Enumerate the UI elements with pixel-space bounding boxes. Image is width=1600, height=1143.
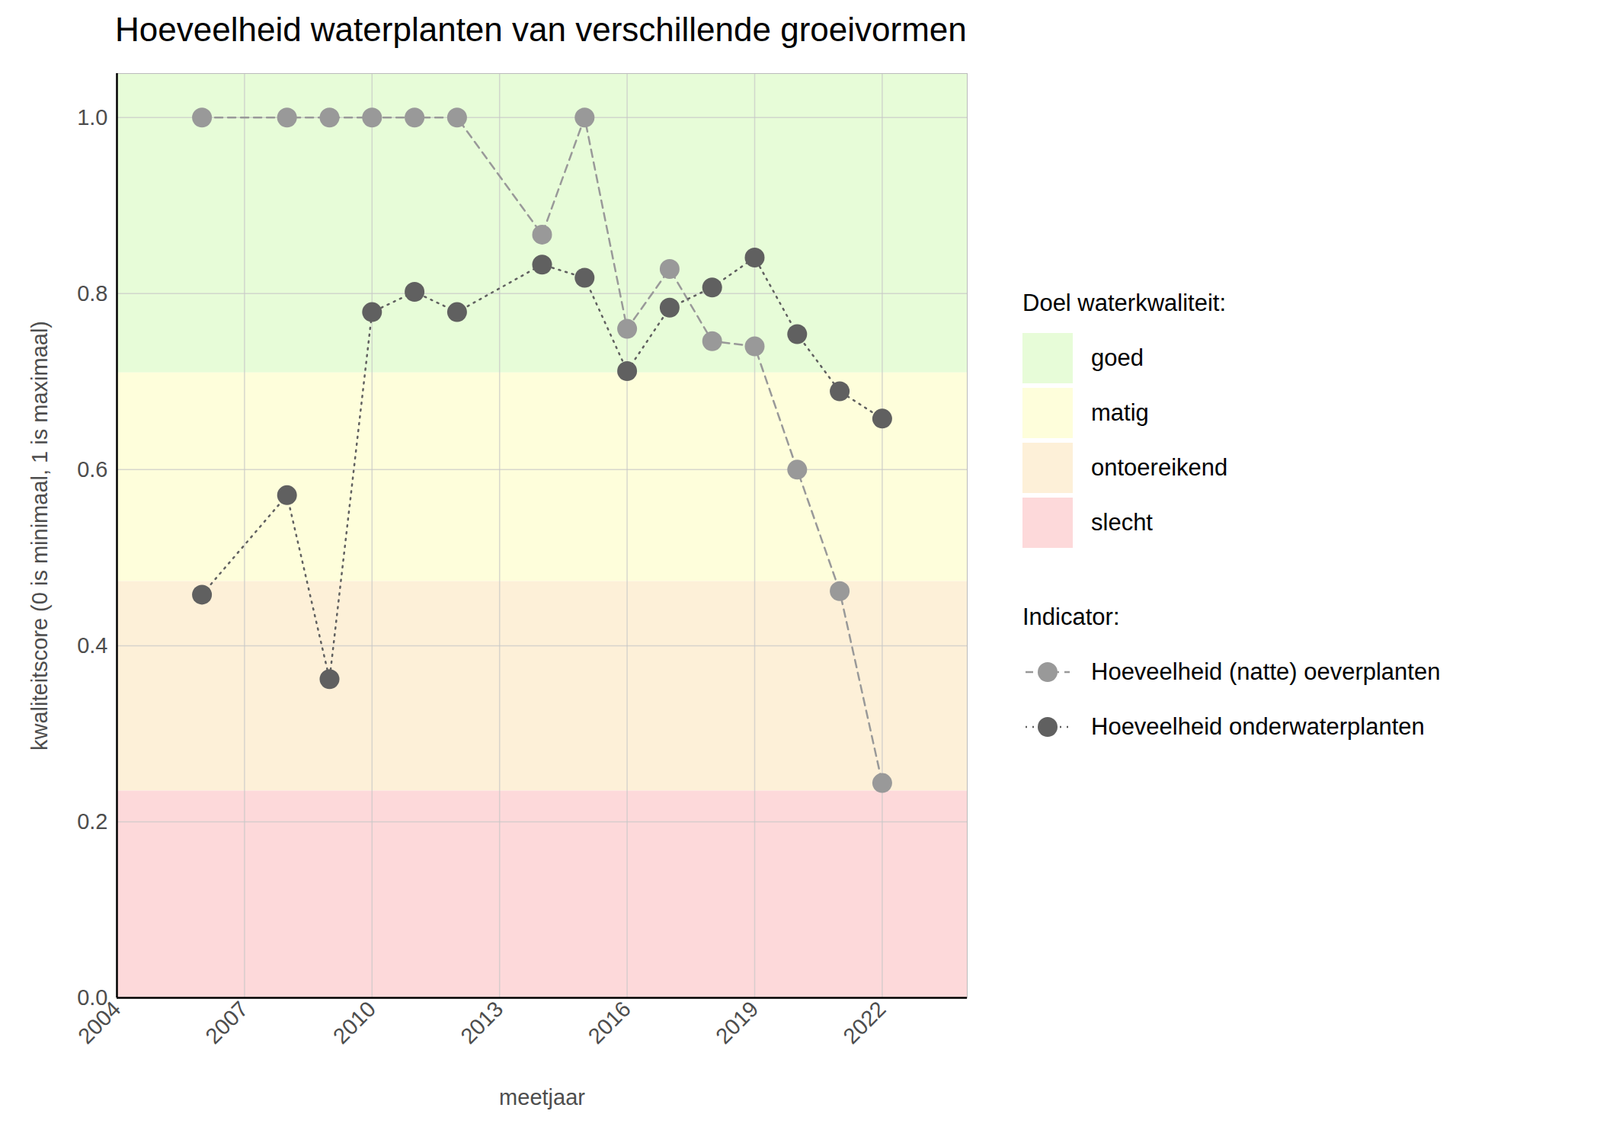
html-text:Hoeveelheid (natte) oeverplant: Hoeveelheid (natte) oeverplanten	[1091, 658, 1441, 685]
html-text:matig: matig	[1091, 399, 1149, 426]
svg-text:meetjaar: meetjaar	[499, 1084, 586, 1110]
svg-text:1.0: 1.0	[76, 105, 108, 130]
svg-text:2013: 2013	[455, 996, 508, 1049]
svg-text:2016: 2016	[583, 996, 636, 1049]
svg-text:0.4: 0.4	[76, 633, 108, 658]
svg-text:2004: 2004	[73, 996, 125, 1049]
html-text:slecht: slecht	[1091, 508, 1153, 536]
svg-text:0.2: 0.2	[76, 809, 108, 834]
svg-text:2007: 2007	[200, 996, 253, 1049]
svg-text:2010: 2010	[328, 996, 381, 1049]
svg-text:0.8: 0.8	[76, 281, 108, 306]
html-text:Indicator:: Indicator:	[1022, 603, 1120, 631]
svg-text:kwaliteitscore (0 is minimaal,: kwaliteitscore (0 is minimaal, 1 is maxi…	[27, 320, 52, 751]
svg-text:2019: 2019	[710, 996, 763, 1049]
html-text:ontoereikend: ontoereikend	[1091, 454, 1228, 481]
svg-text:0.0: 0.0	[77, 984, 108, 1010]
svg-text:2022: 2022	[838, 996, 890, 1049]
svg-text:0.6: 0.6	[76, 457, 108, 482]
html-text:Hoeveelheid waterplanten van v: Hoeveelheid waterplanten van verschillen…	[115, 10, 967, 48]
html-text:Doel waterkwaliteit:: Doel waterkwaliteit:	[1022, 289, 1226, 317]
html-text:Hoeveelheid onderwaterplanten: Hoeveelheid onderwaterplanten	[1091, 713, 1425, 740]
html-text:goed: goed	[1091, 344, 1144, 372]
